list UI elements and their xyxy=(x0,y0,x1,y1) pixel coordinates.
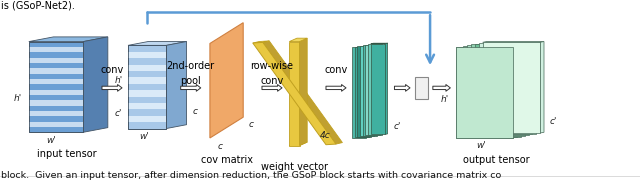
Polygon shape xyxy=(300,38,307,146)
Polygon shape xyxy=(479,43,536,134)
Text: weight vector: weight vector xyxy=(261,162,328,172)
Text: conv: conv xyxy=(260,76,284,86)
Polygon shape xyxy=(29,90,83,95)
Polygon shape xyxy=(128,45,166,129)
Text: output tensor: output tensor xyxy=(463,155,529,165)
Polygon shape xyxy=(128,103,166,109)
Polygon shape xyxy=(83,37,108,132)
Polygon shape xyxy=(29,100,83,106)
Polygon shape xyxy=(385,43,388,134)
Text: c: c xyxy=(248,120,253,129)
Text: w': w' xyxy=(477,141,486,150)
Text: conv: conv xyxy=(324,65,348,75)
Text: c': c' xyxy=(549,117,557,126)
Polygon shape xyxy=(128,65,166,71)
Polygon shape xyxy=(475,44,532,134)
Polygon shape xyxy=(128,42,187,45)
Polygon shape xyxy=(253,42,336,145)
Polygon shape xyxy=(467,45,525,136)
Polygon shape xyxy=(29,68,83,74)
Polygon shape xyxy=(29,58,83,63)
Polygon shape xyxy=(460,46,517,137)
Polygon shape xyxy=(456,47,513,138)
Text: c: c xyxy=(218,142,223,151)
Polygon shape xyxy=(29,79,83,84)
Text: 4c: 4c xyxy=(320,131,331,140)
Polygon shape xyxy=(128,52,166,58)
Text: w': w' xyxy=(139,132,149,141)
Text: 2nd-order: 2nd-order xyxy=(166,61,215,71)
Polygon shape xyxy=(166,42,187,129)
Polygon shape xyxy=(483,42,540,133)
Bar xyxy=(415,77,428,99)
Polygon shape xyxy=(128,116,166,122)
Polygon shape xyxy=(368,44,382,135)
Polygon shape xyxy=(128,90,166,97)
Polygon shape xyxy=(463,46,521,136)
Text: is (GSoP-Net2).: is (GSoP-Net2). xyxy=(1,1,75,11)
Polygon shape xyxy=(263,41,342,144)
Polygon shape xyxy=(352,47,366,138)
Polygon shape xyxy=(210,23,243,138)
Polygon shape xyxy=(540,42,544,133)
Text: block.  Given an input tensor, after dimension reduction, the GSoP block starts : block. Given an input tensor, after dime… xyxy=(1,171,502,180)
Text: h': h' xyxy=(441,95,449,104)
Polygon shape xyxy=(357,46,371,137)
Polygon shape xyxy=(29,42,83,132)
Text: c': c' xyxy=(115,109,122,118)
Polygon shape xyxy=(355,47,369,137)
Polygon shape xyxy=(29,37,108,42)
Polygon shape xyxy=(29,122,83,127)
Polygon shape xyxy=(253,41,269,43)
Text: h': h' xyxy=(115,76,123,85)
Text: pool: pool xyxy=(180,76,201,86)
Text: w': w' xyxy=(47,136,56,145)
Polygon shape xyxy=(289,42,300,146)
Text: conv: conv xyxy=(100,65,124,75)
Text: c': c' xyxy=(394,122,401,131)
Polygon shape xyxy=(289,142,307,146)
Text: cov matrix: cov matrix xyxy=(200,155,253,165)
Polygon shape xyxy=(29,47,83,52)
Polygon shape xyxy=(456,47,513,138)
Polygon shape xyxy=(371,44,385,134)
Text: input tensor: input tensor xyxy=(36,149,97,159)
Text: c: c xyxy=(193,107,198,115)
Polygon shape xyxy=(289,38,307,42)
Text: h': h' xyxy=(14,94,22,103)
Polygon shape xyxy=(363,45,377,136)
Polygon shape xyxy=(360,46,374,136)
Text: row-wise: row-wise xyxy=(250,61,294,71)
Polygon shape xyxy=(365,45,380,135)
Polygon shape xyxy=(371,43,388,44)
Polygon shape xyxy=(128,77,166,84)
Polygon shape xyxy=(471,44,529,135)
Polygon shape xyxy=(29,111,83,116)
